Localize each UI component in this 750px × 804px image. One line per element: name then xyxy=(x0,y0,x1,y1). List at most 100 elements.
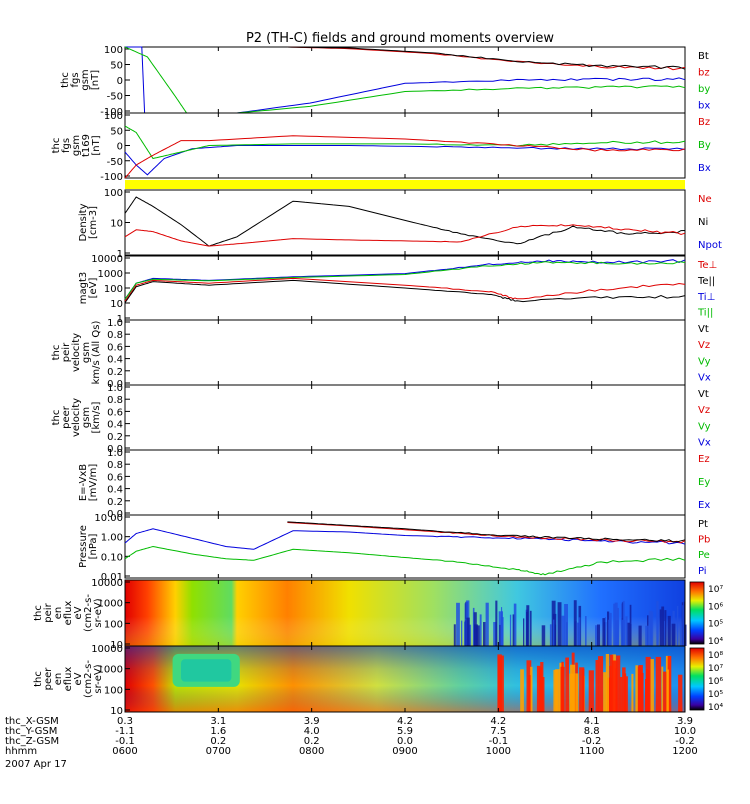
spectrogram-stripe xyxy=(631,673,634,712)
spectrogram-stripe xyxy=(663,671,667,712)
spectrogram-shade xyxy=(125,580,685,646)
colorbar xyxy=(689,581,705,645)
spectrogram-stripe xyxy=(638,672,644,712)
y-axis-label-line: en xyxy=(53,673,64,686)
spectrogram-stripe xyxy=(540,662,544,712)
panels-group: 100500-50-100thcfgsgsm[nT]Btbzbybx100500… xyxy=(33,45,723,717)
y-axis-label-line: t169 xyxy=(81,134,92,157)
spectrogram-stripe xyxy=(624,676,628,712)
spectrogram-stripe xyxy=(638,625,642,646)
footer-value: 3.9 xyxy=(304,716,320,727)
series-Ne xyxy=(124,224,686,247)
panel-peir-velocity: 1.00.80.6 0.40.20.0 thcpeirvelocitygsmkm/s… xyxy=(51,318,711,390)
spectrogram-stripe xyxy=(509,614,512,646)
y-axis-label-line: Pressure xyxy=(78,525,89,568)
legend-Npot: Npot xyxy=(698,240,722,251)
series-Bx xyxy=(124,145,686,176)
panel-density: 100 10 1 Density[cm-3] Ne Ni Npot xyxy=(78,188,722,260)
spectrogram-stripe xyxy=(616,655,621,712)
y-axis-label: magt3[eV] xyxy=(78,272,99,305)
footer-value: 5.9 xyxy=(397,726,413,737)
y-axis-label-line: peer xyxy=(43,667,54,691)
legend-Ti||: Ti|| xyxy=(697,308,713,319)
spectrogram-stripe xyxy=(561,615,565,646)
footer-value: -0.1 xyxy=(115,736,135,747)
y-axis-label-line: thc xyxy=(51,410,62,426)
y-axis-label: thcpeerenefluxeV(cm2-s-sr-eV) xyxy=(33,660,104,698)
y-axis-label-line: [mV/m] xyxy=(88,464,99,502)
spectrogram-stripe xyxy=(497,656,502,712)
panel-frame xyxy=(124,449,686,516)
footer-value: 8.8 xyxy=(584,726,600,737)
footer-value: 4.2 xyxy=(397,716,413,727)
y-axis-label-line: eV xyxy=(73,606,84,619)
spectrogram-stripe xyxy=(645,656,651,712)
legend-bx: bx xyxy=(698,100,710,111)
legend-by: by xyxy=(698,84,710,95)
footer-value: -1.1 xyxy=(115,726,135,737)
series-Bz xyxy=(124,135,686,179)
legend-Vt: Vt xyxy=(698,324,709,335)
legend-Ex: Ex xyxy=(698,500,710,511)
footer-date: 2007 Apr 17 xyxy=(5,759,67,770)
spectrogram-stripe xyxy=(577,622,579,646)
legend-Bz: Bz xyxy=(698,117,710,128)
footer-value: 4.1 xyxy=(584,716,600,727)
footer-value: 0.2 xyxy=(304,736,320,747)
spectrogram-stripe xyxy=(645,625,649,646)
footer-value: 0.0 xyxy=(397,736,413,747)
legend-Pi: Pi xyxy=(698,566,707,577)
y-tick-label: 0.6 xyxy=(107,342,123,353)
spectrogram-stripe xyxy=(561,661,564,712)
y-tick-label: 100 xyxy=(104,284,123,295)
y-tick-label: 0.0 xyxy=(107,444,123,455)
footer-value: 3.1 xyxy=(210,716,226,727)
y-tick-label: 0.2 xyxy=(107,432,123,443)
spectrogram-stripe xyxy=(585,616,587,646)
y-tick-label: -50 xyxy=(107,92,123,103)
spectrogram-stripe xyxy=(622,667,626,712)
y-tick-label: 10000 xyxy=(91,578,123,589)
legend-Ne: Ne xyxy=(698,194,712,205)
spectrogram-stripe xyxy=(536,665,541,712)
footer-value: -0.2 xyxy=(675,736,695,747)
spectrogram-stripe xyxy=(512,614,515,646)
y-tick-label: 1000 xyxy=(98,269,123,280)
spectrogram-stripe xyxy=(529,610,532,646)
spectrogram-stripe xyxy=(513,603,517,646)
y-tick-label: 10000 xyxy=(91,254,123,265)
yellow-quality-bar xyxy=(125,180,685,189)
y-tick-label: 0.8 xyxy=(107,460,123,471)
legend-Vx: Vx xyxy=(698,373,711,384)
y-axis-label-line: sr-eV) xyxy=(93,664,104,693)
y-tick-label: 1000 xyxy=(98,599,123,610)
panel-efield: 1.00.80.6 0.40.20.0 E=-VxB[mV/m] Ez Ey Ex xyxy=(78,448,710,520)
panel-peer-en-eflux: 10⁸ 10⁷ 10⁶ 10⁵ 10⁴ 10000 1000 100 10 thcpeerenef… xyxy=(33,644,723,717)
y-axis-label-line: thc xyxy=(33,605,44,621)
y-tick-label: 50 xyxy=(110,61,123,72)
spectrogram-stripe xyxy=(483,622,486,646)
y-tick-label: 100 xyxy=(104,188,123,199)
y-axis-label-line: fgs xyxy=(70,72,81,87)
y-axis-label-line: Density xyxy=(78,203,89,241)
y-axis-label-line: (cm2-s- xyxy=(83,660,94,698)
y-axis-label-line: eV xyxy=(73,672,84,685)
spectrogram-stripe xyxy=(607,677,612,712)
series-by xyxy=(124,46,686,114)
spectrogram-stripe xyxy=(564,604,568,646)
y-tick-label: 0.6 xyxy=(107,472,123,483)
footer-value: -0.2 xyxy=(582,736,602,747)
y-axis-label-line: magt3 xyxy=(78,272,89,305)
footer-value: 1.6 xyxy=(210,726,226,737)
spectrogram-stripe xyxy=(666,669,669,712)
spectrogram-stripe xyxy=(676,605,679,646)
y-axis-label-line: velocity xyxy=(71,398,82,437)
spectrogram-stripe xyxy=(650,659,654,712)
y-axis-label-line: peer xyxy=(61,405,72,429)
y-tick-label: 0 xyxy=(117,142,123,153)
y-axis-label-line: km/s (All Qs) xyxy=(91,321,102,385)
y-axis-label: thcpeervelocitygsm[km/s] xyxy=(51,398,102,437)
spectrogram-stripe xyxy=(495,600,498,646)
